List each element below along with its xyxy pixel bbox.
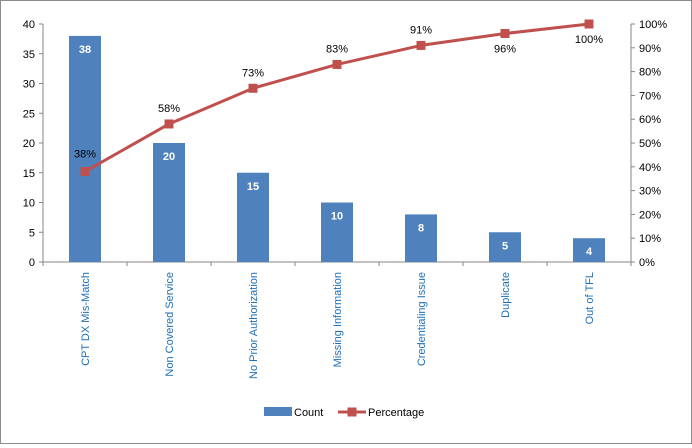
percentage-line (80, 19, 594, 177)
right-axis-tick-label: 20% (639, 209, 661, 221)
labels: 38 20 15 10 8 5 4 38% 58% 73% 83% 91% 96% 100% (74, 24, 603, 258)
left-axis-tick-label: 10 (23, 198, 35, 210)
bar-value-label: 38 (79, 44, 91, 56)
category-label: CPT DX Mis-Match (80, 272, 92, 366)
legend-count-label: Count (294, 407, 323, 419)
left-axis-tick-label: 35 (23, 49, 35, 61)
percentage-marker-2 (164, 119, 174, 129)
legend-count-swatch (264, 407, 292, 416)
bars (69, 35, 605, 263)
right-axis-tick-label: 40% (639, 162, 661, 174)
percentage-value-label: 96% (494, 44, 516, 56)
right-axis-tick-label: 0% (639, 257, 655, 269)
bar-value-label: 8 (418, 222, 424, 234)
bar-value-label: 5 (502, 240, 508, 252)
percentage-marker-3 (248, 83, 258, 93)
percentage-value-label: 91% (410, 24, 432, 36)
bar-3 (237, 172, 269, 262)
right-axis-tick-label: 60% (639, 114, 661, 126)
bar-value-label: 4 (586, 246, 593, 258)
axes: 0 5 10 15 20 25 30 35 40 0% 10% 20% 30% 40% 50% 60% 70% 8… (23, 19, 668, 379)
category-label: Non Covered Service (164, 272, 176, 377)
bar-5 (405, 214, 437, 262)
left-axis-tick-label: 15 (23, 168, 35, 180)
left-axis-tick-label: 40 (23, 19, 35, 31)
right-axis-tick-label: 30% (639, 186, 661, 198)
bar-2 (153, 143, 185, 262)
left-axis-tick-label: 30 (23, 79, 35, 91)
bar-7 (573, 238, 605, 262)
category-label: Duplicate (500, 272, 512, 318)
right-axis-tick-label: 100% (639, 19, 667, 31)
percentage-value-label: 38% (74, 149, 96, 161)
percentage-marker-6 (500, 29, 510, 39)
bar-6 (489, 232, 521, 262)
percentage-marker-7 (584, 19, 594, 29)
bar-value-label: 20 (163, 151, 175, 163)
category-label: No Prior Authorization (248, 272, 260, 379)
percentage-marker-4 (332, 59, 342, 69)
bar-1 (69, 35, 101, 263)
right-axis-tick-label: 10% (639, 233, 661, 245)
right-axis-tick-label: 70% (639, 90, 661, 102)
left-axis-tick-label: 25 (23, 108, 35, 120)
category-label: Missing Information (332, 272, 344, 367)
legend-percentage-label: Percentage (368, 407, 424, 419)
percentage-value-label: 100% (575, 34, 603, 46)
bar-4 (321, 202, 353, 262)
percentage-value-label: 58% (158, 103, 180, 115)
percentage-value-label: 83% (326, 43, 348, 55)
category-label: Out of TFL (584, 272, 596, 324)
legend-percentage-marker (347, 407, 357, 417)
category-label: Credentialing Issue (416, 272, 428, 366)
left-axis-tick-label: 0 (29, 257, 35, 269)
left-axis-tick-label: 5 (29, 227, 35, 239)
percentage-marker-1 (80, 167, 90, 177)
right-axis-tick-label: 80% (639, 67, 661, 79)
left-axis-tick-label: 20 (23, 138, 35, 150)
percentage-marker-5 (416, 40, 426, 50)
percentage-value-label: 73% (242, 67, 264, 79)
right-axis-tick-label: 90% (639, 43, 661, 55)
bar-value-label: 15 (247, 181, 259, 193)
right-axis-tick-label: 50% (639, 138, 661, 150)
bar-value-label: 10 (331, 211, 343, 223)
legend: Count Percentage (264, 407, 424, 419)
